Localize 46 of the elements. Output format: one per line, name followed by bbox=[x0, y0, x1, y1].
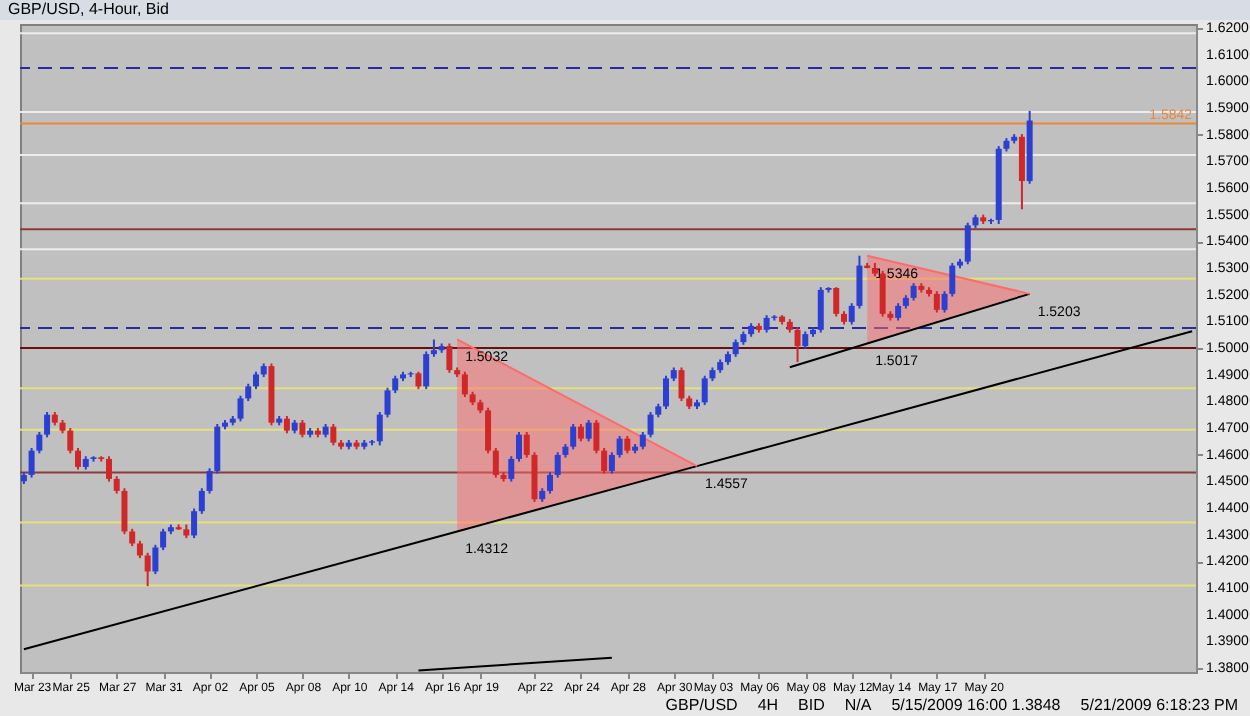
candlestick bbox=[152, 543, 159, 576]
candlestick bbox=[531, 451, 538, 503]
candlestick bbox=[508, 455, 515, 483]
candlestick bbox=[523, 431, 530, 459]
candlestick bbox=[492, 447, 499, 479]
candlestick bbox=[593, 419, 600, 455]
candlestick bbox=[546, 471, 553, 495]
candlestick bbox=[461, 370, 468, 399]
candlestick bbox=[105, 455, 112, 483]
candlestick bbox=[376, 411, 383, 447]
text: 4H bbox=[757, 696, 779, 716]
text: GBP/USD bbox=[665, 696, 738, 716]
candlestick bbox=[601, 447, 608, 475]
candlestick bbox=[1018, 133, 1025, 211]
candlestick bbox=[516, 431, 523, 463]
candlestick bbox=[964, 221, 971, 266]
candlestick bbox=[554, 451, 561, 479]
candlestick bbox=[423, 350, 430, 391]
candlestick bbox=[198, 487, 205, 515]
candlestick bbox=[585, 419, 592, 443]
candlestick bbox=[794, 326, 801, 364]
candlestick bbox=[663, 374, 670, 411]
text: N/A bbox=[844, 696, 872, 716]
candlestick bbox=[616, 435, 623, 459]
candlestick bbox=[701, 374, 708, 407]
candlestick bbox=[446, 342, 453, 374]
candlestick bbox=[160, 527, 167, 552]
candlestick bbox=[933, 290, 940, 314]
candlestick bbox=[44, 411, 51, 439]
text: 5/21/2009 6:18:23 PM bbox=[1080, 696, 1238, 716]
candlestick bbox=[75, 447, 82, 471]
candlestick bbox=[833, 286, 840, 318]
text: BID bbox=[798, 696, 825, 716]
candlestick bbox=[67, 427, 74, 455]
line-series bbox=[22, 330, 1194, 651]
candlestick bbox=[817, 286, 824, 334]
candlestick bbox=[144, 551, 151, 588]
candlestick bbox=[678, 366, 685, 403]
candlestick bbox=[330, 423, 337, 447]
candlestick bbox=[608, 451, 615, 475]
candlestick bbox=[647, 411, 654, 439]
candlestick bbox=[191, 507, 198, 540]
text: 5/15/2009 16:00 1.3848 bbox=[891, 696, 1061, 716]
candlestick bbox=[485, 406, 492, 455]
candlestick bbox=[570, 423, 577, 451]
chart-title: GBP/USD, 4-Hour, Bid bbox=[0, 0, 1250, 20]
